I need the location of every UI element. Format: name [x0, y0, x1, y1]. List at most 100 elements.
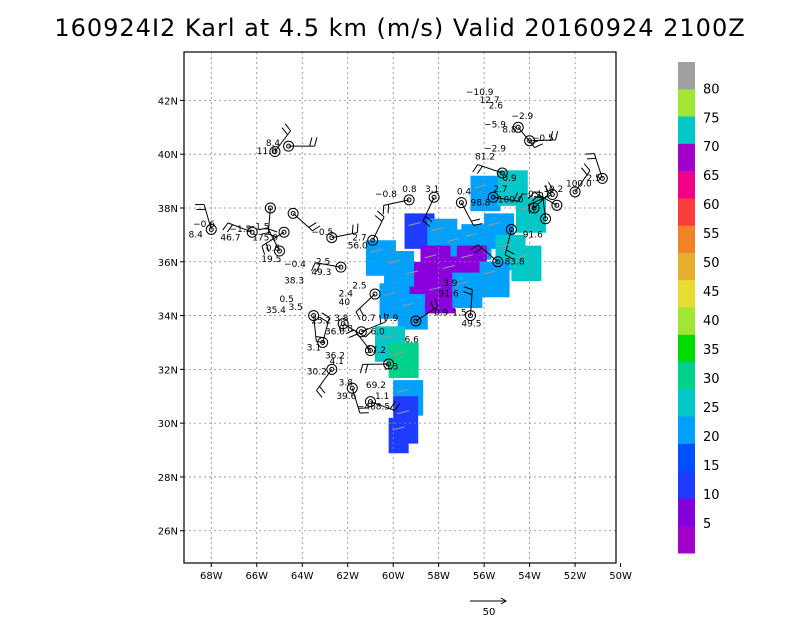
station-marker-outer	[283, 140, 295, 152]
value-label: 91.6	[523, 231, 543, 241]
y-tick-label: 32N	[158, 365, 178, 376]
wind-barb-staff	[493, 196, 519, 202]
flow-arrow	[519, 205, 533, 210]
value-label: 100.0	[498, 196, 524, 206]
colorbar-label: 30	[703, 372, 720, 387]
value-label: 98.8	[470, 198, 490, 208]
flow-arrow	[447, 238, 460, 243]
wind-barb-feather	[359, 364, 364, 374]
value-label: 3.1	[307, 344, 321, 354]
value-label: 38.3	[284, 276, 304, 286]
station-marker-inner	[406, 197, 412, 203]
wind-barb-feather	[222, 222, 229, 231]
value-label: 6.0	[370, 327, 385, 337]
station-marker-inner	[467, 313, 473, 319]
station-marker-outer	[273, 245, 285, 257]
colorbar-segment	[678, 62, 695, 90]
wind-barb-feather	[284, 123, 291, 132]
wind-barb-staff	[227, 222, 253, 233]
station-marker-inner	[572, 189, 578, 195]
wind-barb-feather	[580, 167, 588, 175]
station-marker-outer	[364, 396, 376, 408]
station-marker-inner	[386, 361, 392, 367]
colorbar-label: 80	[703, 82, 720, 97]
wind-barb-staff	[383, 199, 410, 206]
flow-arrow	[392, 351, 405, 356]
colorbar-segment	[678, 416, 695, 445]
value-label: 8.8	[502, 126, 517, 136]
wind-barb-feather	[281, 127, 288, 136]
wind-barb-staff	[267, 227, 280, 252]
colorbar-segment	[678, 389, 695, 418]
wind-barb-staff	[593, 153, 603, 179]
value-label: 30.2	[307, 368, 327, 378]
station-marker-inner	[458, 200, 464, 206]
value-label: −0.8	[375, 190, 397, 200]
value-label: 57.2	[366, 346, 386, 356]
flow-arrow	[442, 265, 455, 270]
value-label: 7.9	[384, 314, 399, 324]
station-marker-inner	[320, 339, 326, 345]
station-marker-outer	[346, 382, 358, 394]
wind-barb-feather	[531, 194, 540, 202]
wind-barb-feather	[379, 314, 382, 324]
station-marker-inner	[499, 170, 505, 176]
station-marker-inner	[281, 229, 287, 235]
colorbar-segment	[678, 225, 695, 254]
colorbar-label: 50	[703, 256, 720, 271]
station-marker-inner	[329, 235, 335, 241]
station-marker-outer	[528, 202, 540, 214]
wind-barb-feather	[513, 192, 519, 201]
station-marker-outer	[455, 197, 467, 209]
flow-arrow	[483, 270, 496, 275]
wind-barb-feather	[315, 263, 321, 272]
value-label: 3.3	[384, 362, 398, 372]
wind-barb-staff	[361, 321, 386, 333]
value-label: 4.1	[330, 357, 344, 367]
station-marker-inner	[490, 194, 496, 200]
wind-barb-feather	[434, 298, 439, 307]
value-label: −5.9	[484, 120, 506, 130]
flow-arrow	[501, 178, 514, 183]
wind-barb-staff	[422, 197, 435, 222]
value-label: 35.4	[266, 306, 286, 316]
colorbar-segment	[678, 443, 695, 472]
colorbar-segment	[678, 362, 695, 390]
wind-barb-feather	[463, 286, 473, 291]
colorbar-label: 65	[703, 169, 720, 184]
flow-arrow	[428, 286, 442, 291]
station-marker-inner	[272, 149, 278, 155]
flow-arrow	[397, 388, 410, 393]
wind-barb-feather	[583, 163, 591, 171]
value-label: 2.5	[316, 257, 330, 267]
station-marker-inner	[340, 321, 346, 327]
wind-barb-feather	[463, 291, 473, 296]
wind-barb-staff	[203, 204, 212, 230]
station-marker-inner	[358, 329, 364, 335]
shading-cell-17	[479, 261, 510, 298]
shading-cell-6	[511, 245, 542, 282]
wind-barb-feather	[394, 402, 401, 411]
station-marker-inner	[531, 205, 537, 211]
wind-barb-staff	[415, 306, 438, 322]
wind-barb-staff	[477, 244, 499, 263]
x-tick-labels: 68W 66W 64W 62W 60W 58W 56W 54W 52W 50W	[200, 563, 632, 582]
value-label: 36.0	[325, 327, 345, 337]
station-marker-inner	[431, 194, 437, 200]
value-label: 40	[339, 298, 351, 308]
value-label: 69.2	[366, 381, 386, 391]
map-frame	[183, 51, 617, 564]
station-marker-outer	[335, 261, 347, 273]
value-label: −2.9	[511, 112, 533, 122]
value-label: 0.5	[279, 295, 293, 305]
station-marker-inner	[549, 192, 555, 198]
wind-barb-feather	[261, 231, 271, 235]
value-label: 10.2	[543, 185, 563, 195]
value-label: 25.2	[311, 317, 331, 327]
value-label: 11.0	[257, 147, 277, 157]
wind-barb-feather	[374, 215, 383, 222]
wind-barb-staff	[370, 401, 396, 411]
reference-vector-head	[500, 597, 507, 605]
wind-barb-staff	[372, 216, 385, 241]
